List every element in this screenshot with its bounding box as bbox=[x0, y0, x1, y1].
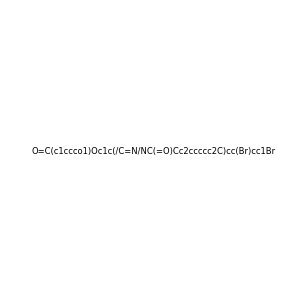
Text: O=C(c1ccco1)Oc1c(/C=N/NC(=O)Cc2ccccc2C)cc(Br)cc1Br: O=C(c1ccco1)Oc1c(/C=N/NC(=O)Cc2ccccc2C)c… bbox=[32, 147, 276, 156]
